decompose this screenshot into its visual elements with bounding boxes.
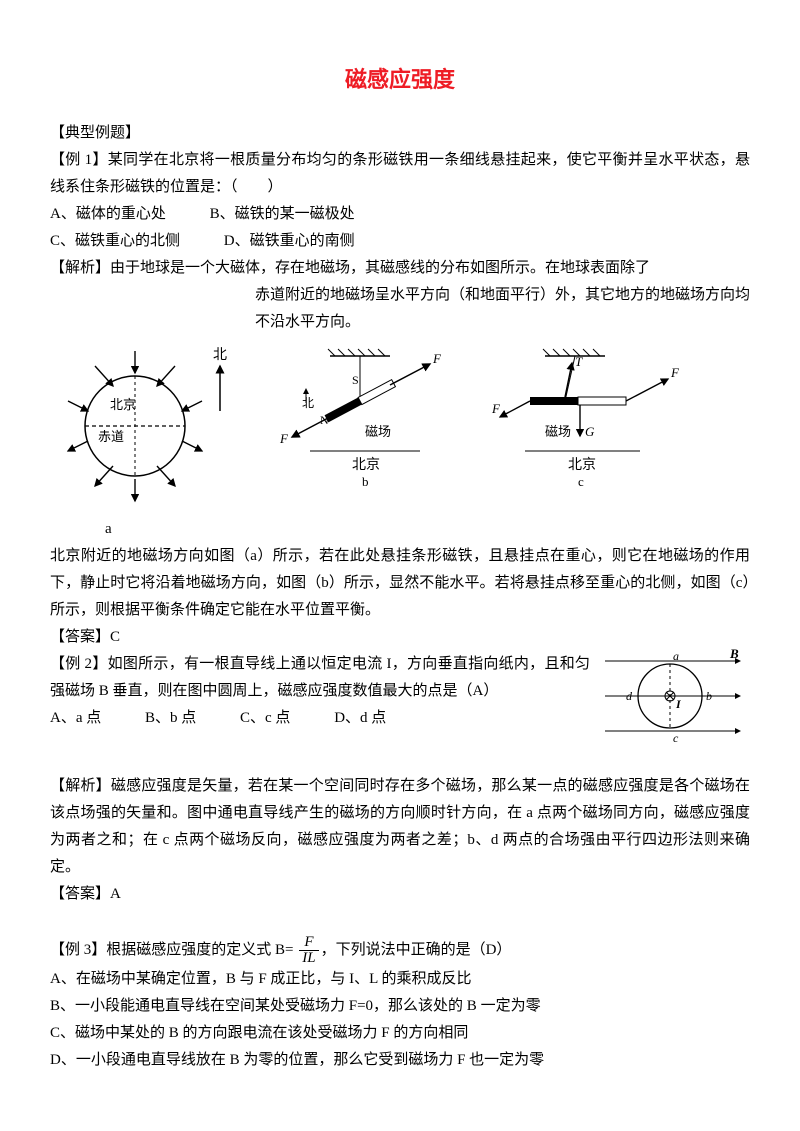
- ex2-block: B I a b c d 【例 2】如图所示，有一根直导线上通以恒定电流 I，方向…: [50, 651, 750, 746]
- ex1-diagram-row: 北京 赤道 北 S N 北 F: [50, 341, 750, 511]
- analysis-label: 【解析】: [50, 260, 110, 276]
- ex1-answer-val: C: [110, 629, 120, 645]
- fig-b-field: 磁场: [365, 424, 391, 439]
- ex2-fig-a: a: [673, 649, 679, 663]
- ex1-analysis-line1: 【解析】由于地球是一个大磁体，存在地磁场，其磁感线的分布如图所示。在地球表面除了: [50, 255, 750, 282]
- ex3-stem-post: ，下列说法中正确的是（D）: [321, 942, 512, 958]
- ex2-fig-B: B: [729, 646, 739, 661]
- ex2-analysis-text: 磁感应强度是矢量，若在某一个空间同时存在多个磁场，那么某一点的磁感应强度是各个磁…: [50, 778, 750, 875]
- fig-c-city: 北京: [568, 457, 596, 473]
- ex2-figure: B I a b c d: [600, 646, 750, 746]
- page-title: 磁感应强度: [50, 60, 750, 100]
- ex3-stem-pre: 根据磁感应强度的定义式 B=: [106, 942, 293, 958]
- ex3-label: 【例 3】: [50, 942, 106, 958]
- ex1-optC: C、磁铁重心的北侧: [50, 228, 180, 255]
- ex1-optB: B、磁铁的某一磁极处: [210, 201, 355, 228]
- ex3-fraction: F IL: [299, 935, 318, 966]
- ex1-analysis2: 北京附近的地磁场方向如图（a）所示，若在此处悬挂条形磁铁，且悬挂点在重心，则它在…: [50, 543, 750, 624]
- ex2-answer-val: A: [110, 886, 121, 902]
- ex2-optC: C、c 点: [240, 705, 290, 732]
- ex2-answer: 【答案】A: [50, 881, 750, 908]
- ex1-stem: 【例 1】某同学在北京将一根质量分布均匀的条形磁铁用一条细线悬挂起来，使它平衡并…: [50, 147, 750, 201]
- ex1-optA: A、磁体的重心处: [50, 201, 166, 228]
- fig-c-caption: c: [578, 474, 584, 489]
- ex2-analysis: 【解析】磁感应强度是矢量，若在某一个空间同时存在多个磁场，那么某一点的磁感应强度…: [50, 773, 750, 881]
- ex1-figure-c: T F F G 磁场 北京 c: [490, 341, 690, 511]
- ex2-optD: D、d 点: [334, 705, 386, 732]
- frac-num: F: [299, 935, 318, 950]
- fig-c-F: F: [670, 365, 680, 380]
- ex1-options-row1: A、磁体的重心处 B、磁铁的某一磁极处: [50, 201, 750, 228]
- ex3-optB: B、一小段能通电直导线在空间某处受磁场力 F=0，那么该处的 B 一定为零: [50, 993, 750, 1020]
- section-heading: 【典型例题】: [50, 120, 750, 147]
- fig-b-F2: F: [279, 431, 289, 446]
- fig-c-field: 磁场: [545, 424, 571, 439]
- ex2-optA: A、a 点: [50, 705, 101, 732]
- ex3-optD: D、一小段通电直导线放在 B 为零的位置，那么它受到磁场力 F 也一定为零: [50, 1047, 750, 1074]
- ex2-fig-d: d: [626, 689, 633, 703]
- fig-b-city: 北京: [352, 457, 380, 473]
- ex2-label: 【例 2】: [50, 656, 108, 672]
- fig-b-S: S: [352, 373, 359, 387]
- fig-c-T: T: [575, 354, 583, 369]
- ex1-options-row2: C、磁铁重心的北侧 D、磁铁重心的南侧: [50, 228, 750, 255]
- ex2-answer-label: 【答案】: [50, 886, 110, 902]
- ex3-optC: C、磁场中某处的 B 的方向跟电流在该处受磁场力 F 的方向相同: [50, 1020, 750, 1047]
- ex2-stem-text: 如图所示，有一根直导线上通以恒定电流 I，方向垂直指向纸内，且和匀强磁场 B 垂…: [50, 656, 590, 699]
- ex2-fig-b: b: [706, 689, 712, 703]
- fig-a-beijing: 北京: [110, 397, 136, 412]
- fig-c-G: G: [585, 424, 595, 439]
- ex2-fig-c: c: [673, 731, 679, 745]
- frac-den: IL: [299, 950, 318, 966]
- ex1-answer-label: 【答案】: [50, 629, 110, 645]
- ex1-analysis1: 由于地球是一个大磁体，存在地磁场，其磁感线的分布如图所示。在地球表面除了: [110, 260, 650, 276]
- fig-a-north: 北: [213, 347, 227, 363]
- fig-b-north: 北: [302, 396, 314, 410]
- ex2-fig-I: I: [675, 697, 682, 711]
- ex3-optA: A、在磁场中某确定位置，B 与 F 成正比，与 I、L 的乘积成反比: [50, 966, 750, 993]
- ex3-stem: 【例 3】根据磁感应强度的定义式 B= F IL ，下列说法中正确的是（D）: [50, 935, 750, 966]
- fig-b-F1: F: [432, 351, 442, 366]
- ex1-optD: D、磁铁重心的南侧: [224, 228, 355, 255]
- ex2-analysis-label: 【解析】: [50, 778, 111, 794]
- fig-a-caption: a: [105, 516, 750, 543]
- fig-c-Fp: F: [491, 401, 501, 416]
- ex1-analysis-line1b: 赤道附近的地磁场呈水平方向（和地面平行）外，其它地方的地磁场方向均不沿水平方向。: [255, 282, 750, 336]
- fig-b-caption: b: [362, 474, 369, 489]
- ex1-stem-text: 某同学在北京将一根质量分布均匀的条形磁铁用一条细线悬挂起来，使它平衡并呈水平状态…: [50, 152, 750, 195]
- ex2-optB: B、b 点: [145, 705, 196, 732]
- ex1-figure-b: S N 北 F F 磁场 北京 b: [270, 341, 470, 511]
- ex1-figure-a: 北京 赤道 北: [50, 341, 250, 511]
- ex1-label: 【例 1】: [50, 152, 108, 168]
- fig-a-equator: 赤道: [98, 429, 124, 444]
